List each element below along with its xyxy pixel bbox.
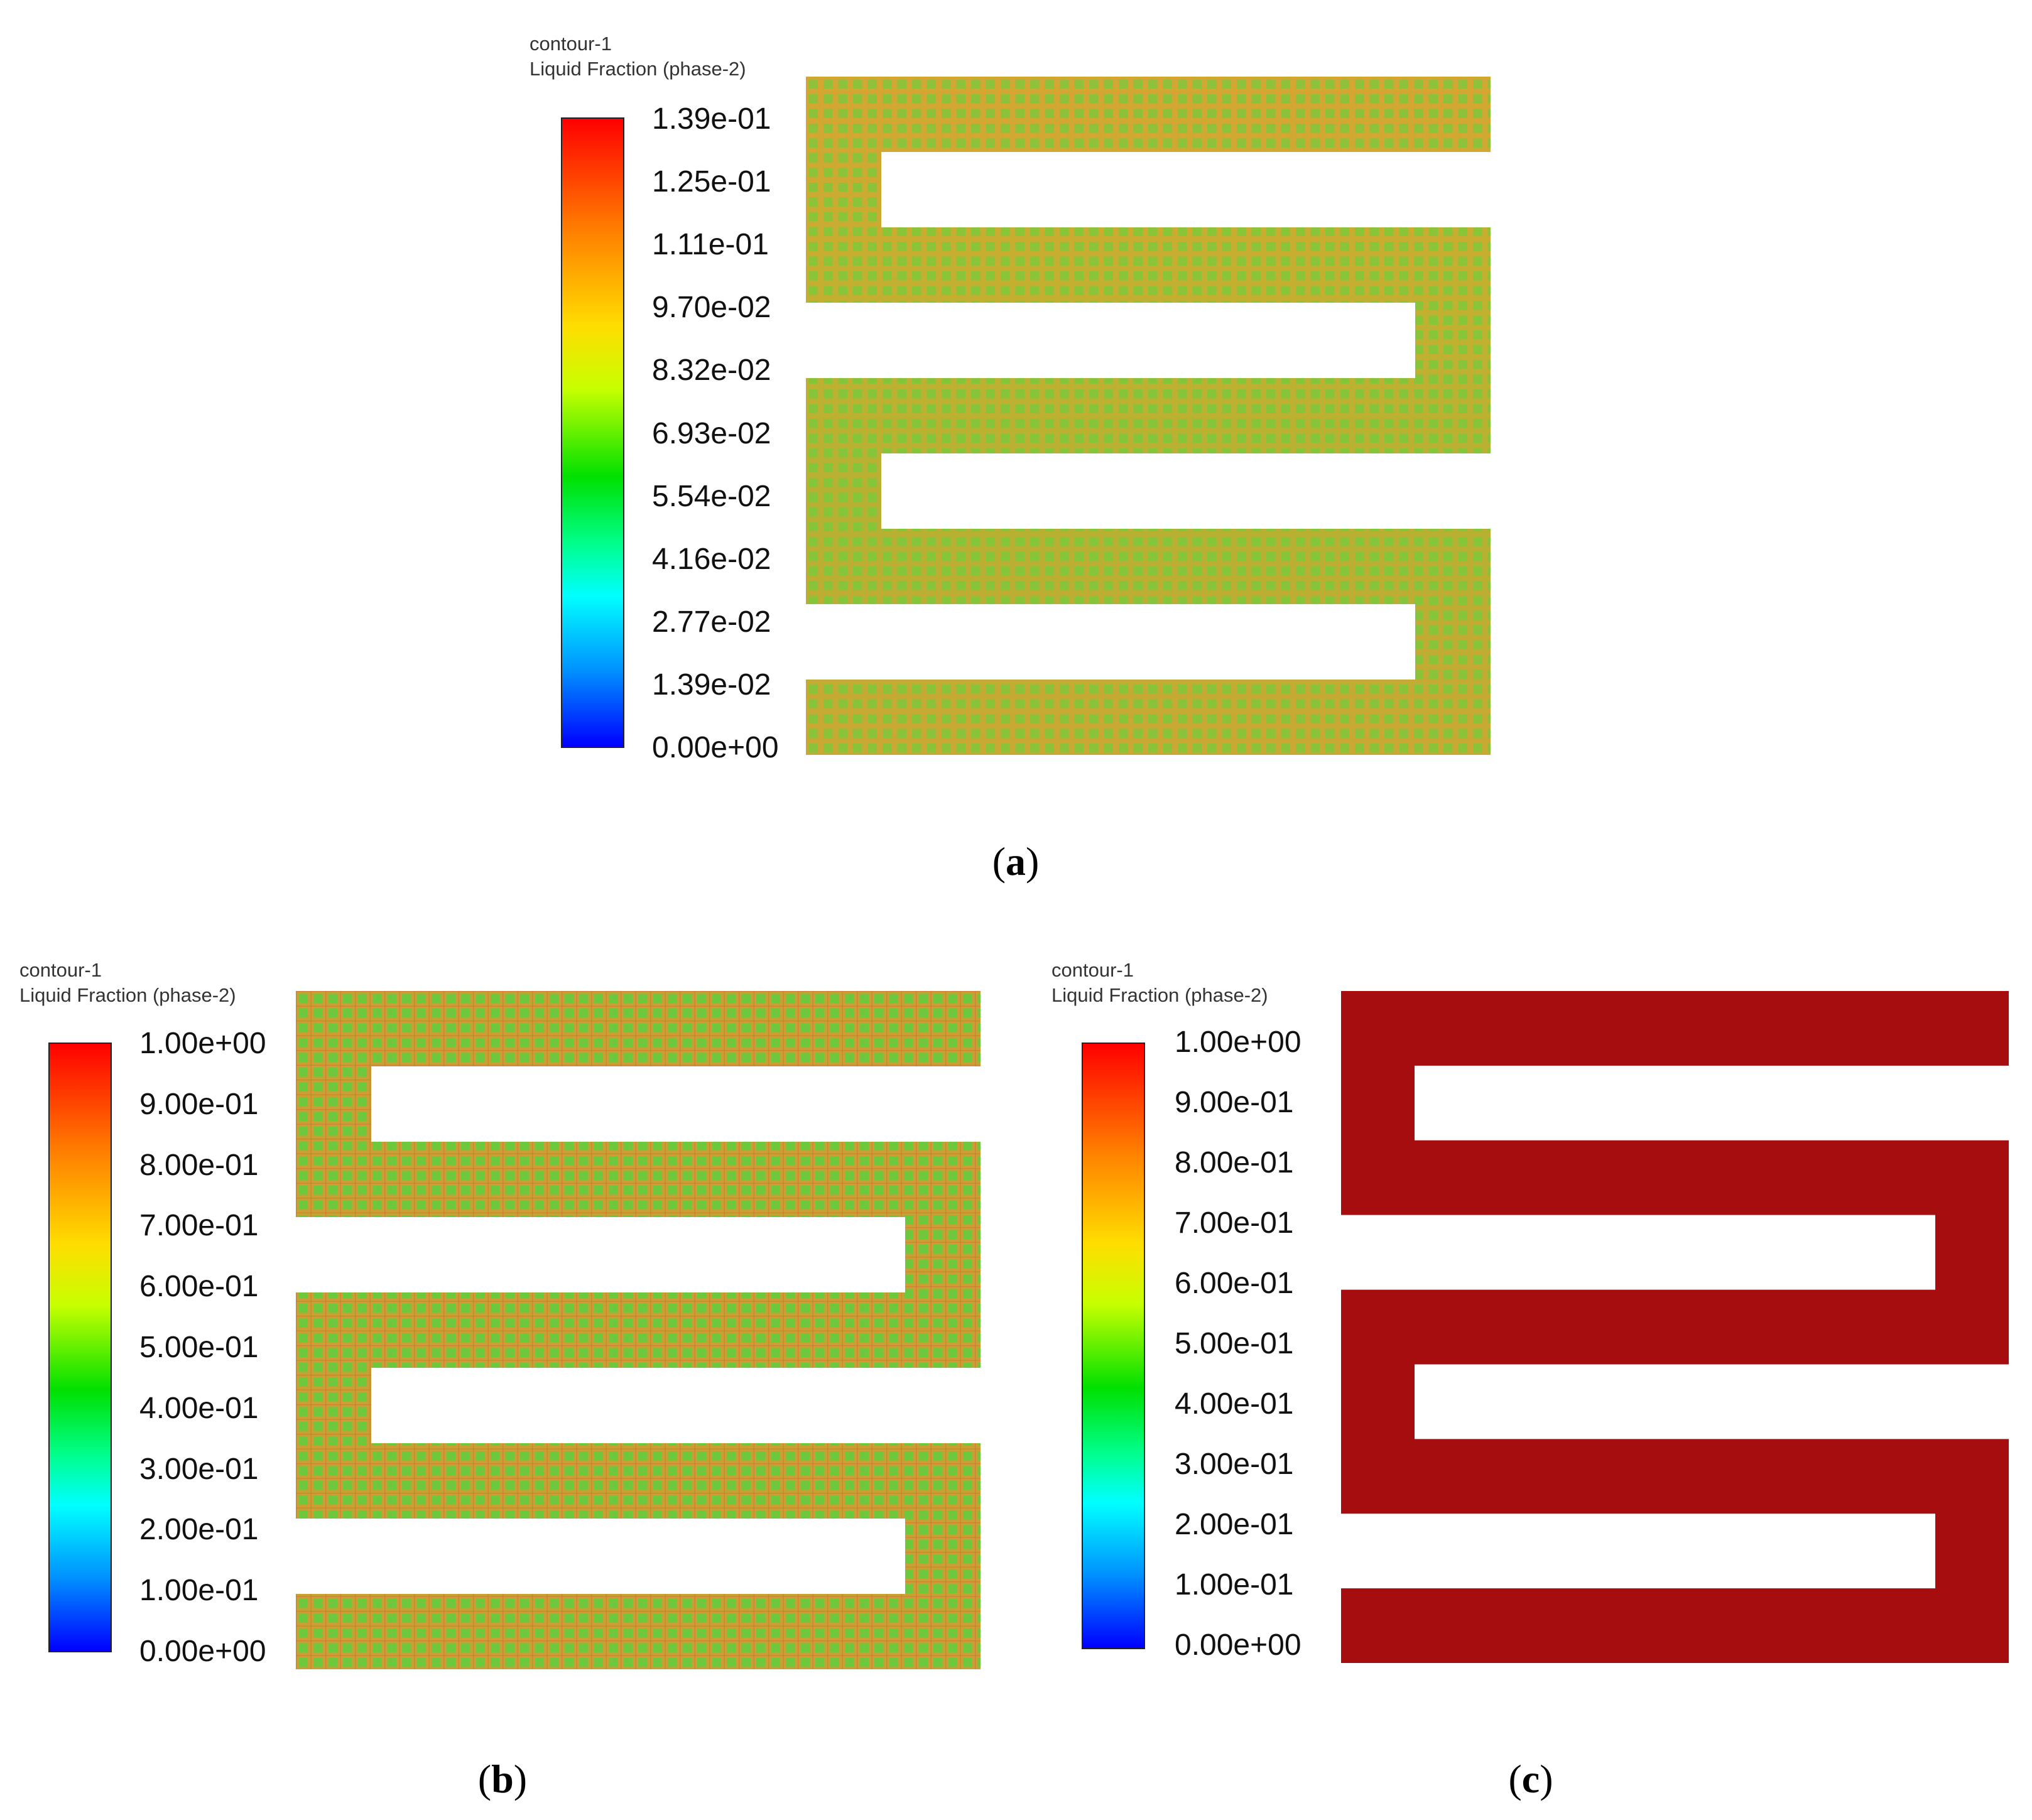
serpentine-channel-c [1341,991,2009,1664]
legend-title: Liquid Fraction (phase-2) [19,984,236,1006]
colorbar-tick-label: 4.00e-01 [139,1391,259,1425]
colorbar-tick-label: 2.77e-02 [652,605,771,639]
colorbar-tick-label: 0.00e+00 [1175,1628,1301,1662]
colorbar-tick-label: 5.54e-02 [652,479,771,513]
colorbar-tick-label: 5.00e-01 [1175,1327,1294,1360]
colorbar-tick-label: 0.00e+00 [652,731,779,764]
legend-header-b: contour-1 Liquid Fraction (phase-2) [19,958,236,1008]
caption-a: (a) [992,839,1040,884]
colorbar-tick-label: 6.00e-01 [139,1270,259,1304]
contour-name: contour-1 [19,959,102,981]
colorbar-tick-label: 8.00e-01 [1175,1146,1294,1179]
colorbar-tick-label: 0.00e+00 [139,1635,266,1668]
colorbar-tick-label: 4.00e-01 [1175,1387,1294,1421]
legend-header-a: contour-1 Liquid Fraction (phase-2) [530,31,746,82]
colorbar-tick-label: 1.39e-01 [652,102,771,136]
legend-header-c: contour-1 Liquid Fraction (phase-2) [1051,958,1268,1008]
colorbar-tick-label: 9.00e-01 [1175,1086,1294,1119]
colorbar-tick-label: 8.32e-02 [652,354,771,387]
colorbar-tick-label: 1.00e-01 [1175,1568,1294,1601]
colorbar-tick-label: 7.00e-01 [139,1209,259,1243]
colorbar-tick-label: 9.00e-01 [139,1087,259,1121]
colorbar-tick-label: 1.39e-02 [652,668,771,701]
colorbar-tick-label: 2.00e-01 [139,1513,259,1547]
legend-title: Liquid Fraction (phase-2) [1051,984,1268,1006]
caption-b: (b) [477,1757,528,1801]
colorbar-tick-label: 5.00e-01 [139,1331,259,1364]
colorbar-tick-label: 1.00e+00 [139,1027,266,1060]
legend-title: Liquid Fraction (phase-2) [530,58,746,80]
colorbar-b [48,1043,112,1652]
caption-c: (c) [1508,1757,1553,1801]
colorbar-tick-label: 1.11e-01 [652,228,769,262]
colorbar-tick-label: 3.00e-01 [139,1452,259,1486]
colorbar-tick-label: 1.25e-01 [652,165,771,199]
colorbar-tick-label: 6.93e-02 [652,416,771,450]
serpentine-channel-a [806,77,1491,755]
serpentine-channel-b [296,991,981,1669]
colorbar-a [561,117,624,748]
colorbar-tick-label: 6.00e-01 [1175,1267,1294,1300]
colorbar-tick-label: 8.00e-01 [139,1148,259,1182]
colorbar-tick-label: 3.00e-01 [1175,1448,1294,1481]
contour-name: contour-1 [1051,959,1134,981]
contour-name: contour-1 [530,33,612,55]
colorbar-tick-label: 2.00e-01 [1175,1508,1294,1541]
colorbar-c [1082,1043,1145,1649]
colorbar-tick-label: 1.00e-01 [139,1574,259,1608]
colorbar-tick-label: 9.70e-02 [652,291,771,325]
colorbar-tick-label: 4.16e-02 [652,542,771,576]
colorbar-tick-label: 1.00e+00 [1175,1026,1301,1059]
colorbar-tick-label: 7.00e-01 [1175,1206,1294,1240]
